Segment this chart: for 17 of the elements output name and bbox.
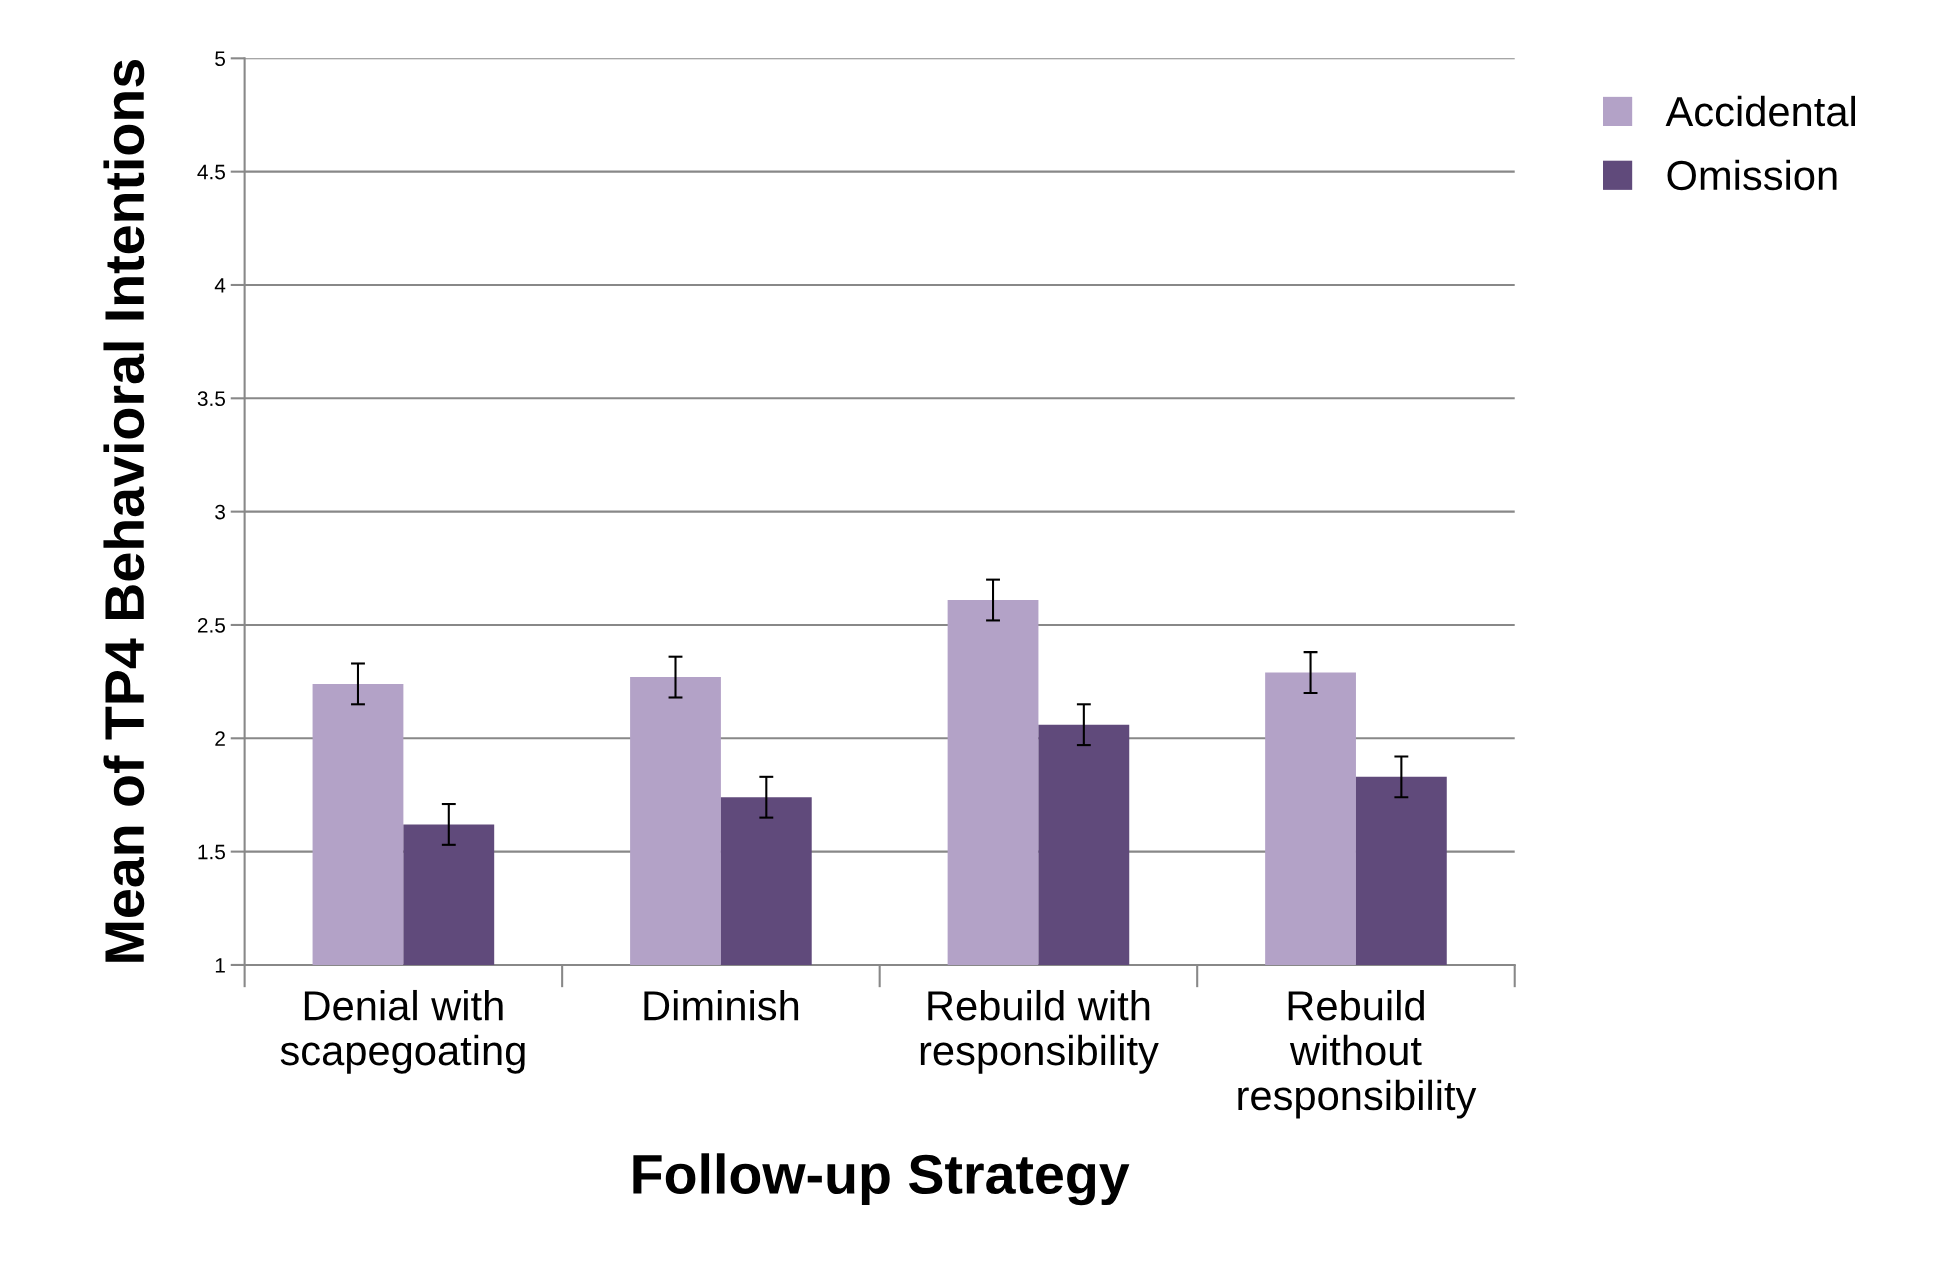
y-tick-label: 5 <box>215 51 225 67</box>
x-axis-title: Follow-up Strategy <box>633 1153 1130 1206</box>
x-tick-label: Rebuild with responsibility <box>920 989 1159 1074</box>
y-tick-label: 1.5 <box>198 844 225 860</box>
x-tick-label: Diminish <box>644 989 799 1021</box>
y-tick-label: 2 <box>215 731 225 746</box>
legend-label: Accidental <box>1665 95 1855 127</box>
y-tick-label: 3.5 <box>197 391 225 407</box>
y-tick-label: 2.5 <box>197 617 225 633</box>
y-axis-title: Mean of TP4 Behavioral Intentions <box>103 60 145 962</box>
y-tick-label: 4 <box>214 278 226 293</box>
y-tick-label: 1 <box>215 958 225 973</box>
legend-label: Omission <box>1667 159 1837 191</box>
x-tick-label: Rebuild without responsibility <box>1238 989 1477 1119</box>
x-tick-label: Denial with scapegoating <box>280 989 525 1074</box>
y-tick-label: 3 <box>215 504 225 520</box>
y-tick-label: 4.5 <box>197 164 225 180</box>
